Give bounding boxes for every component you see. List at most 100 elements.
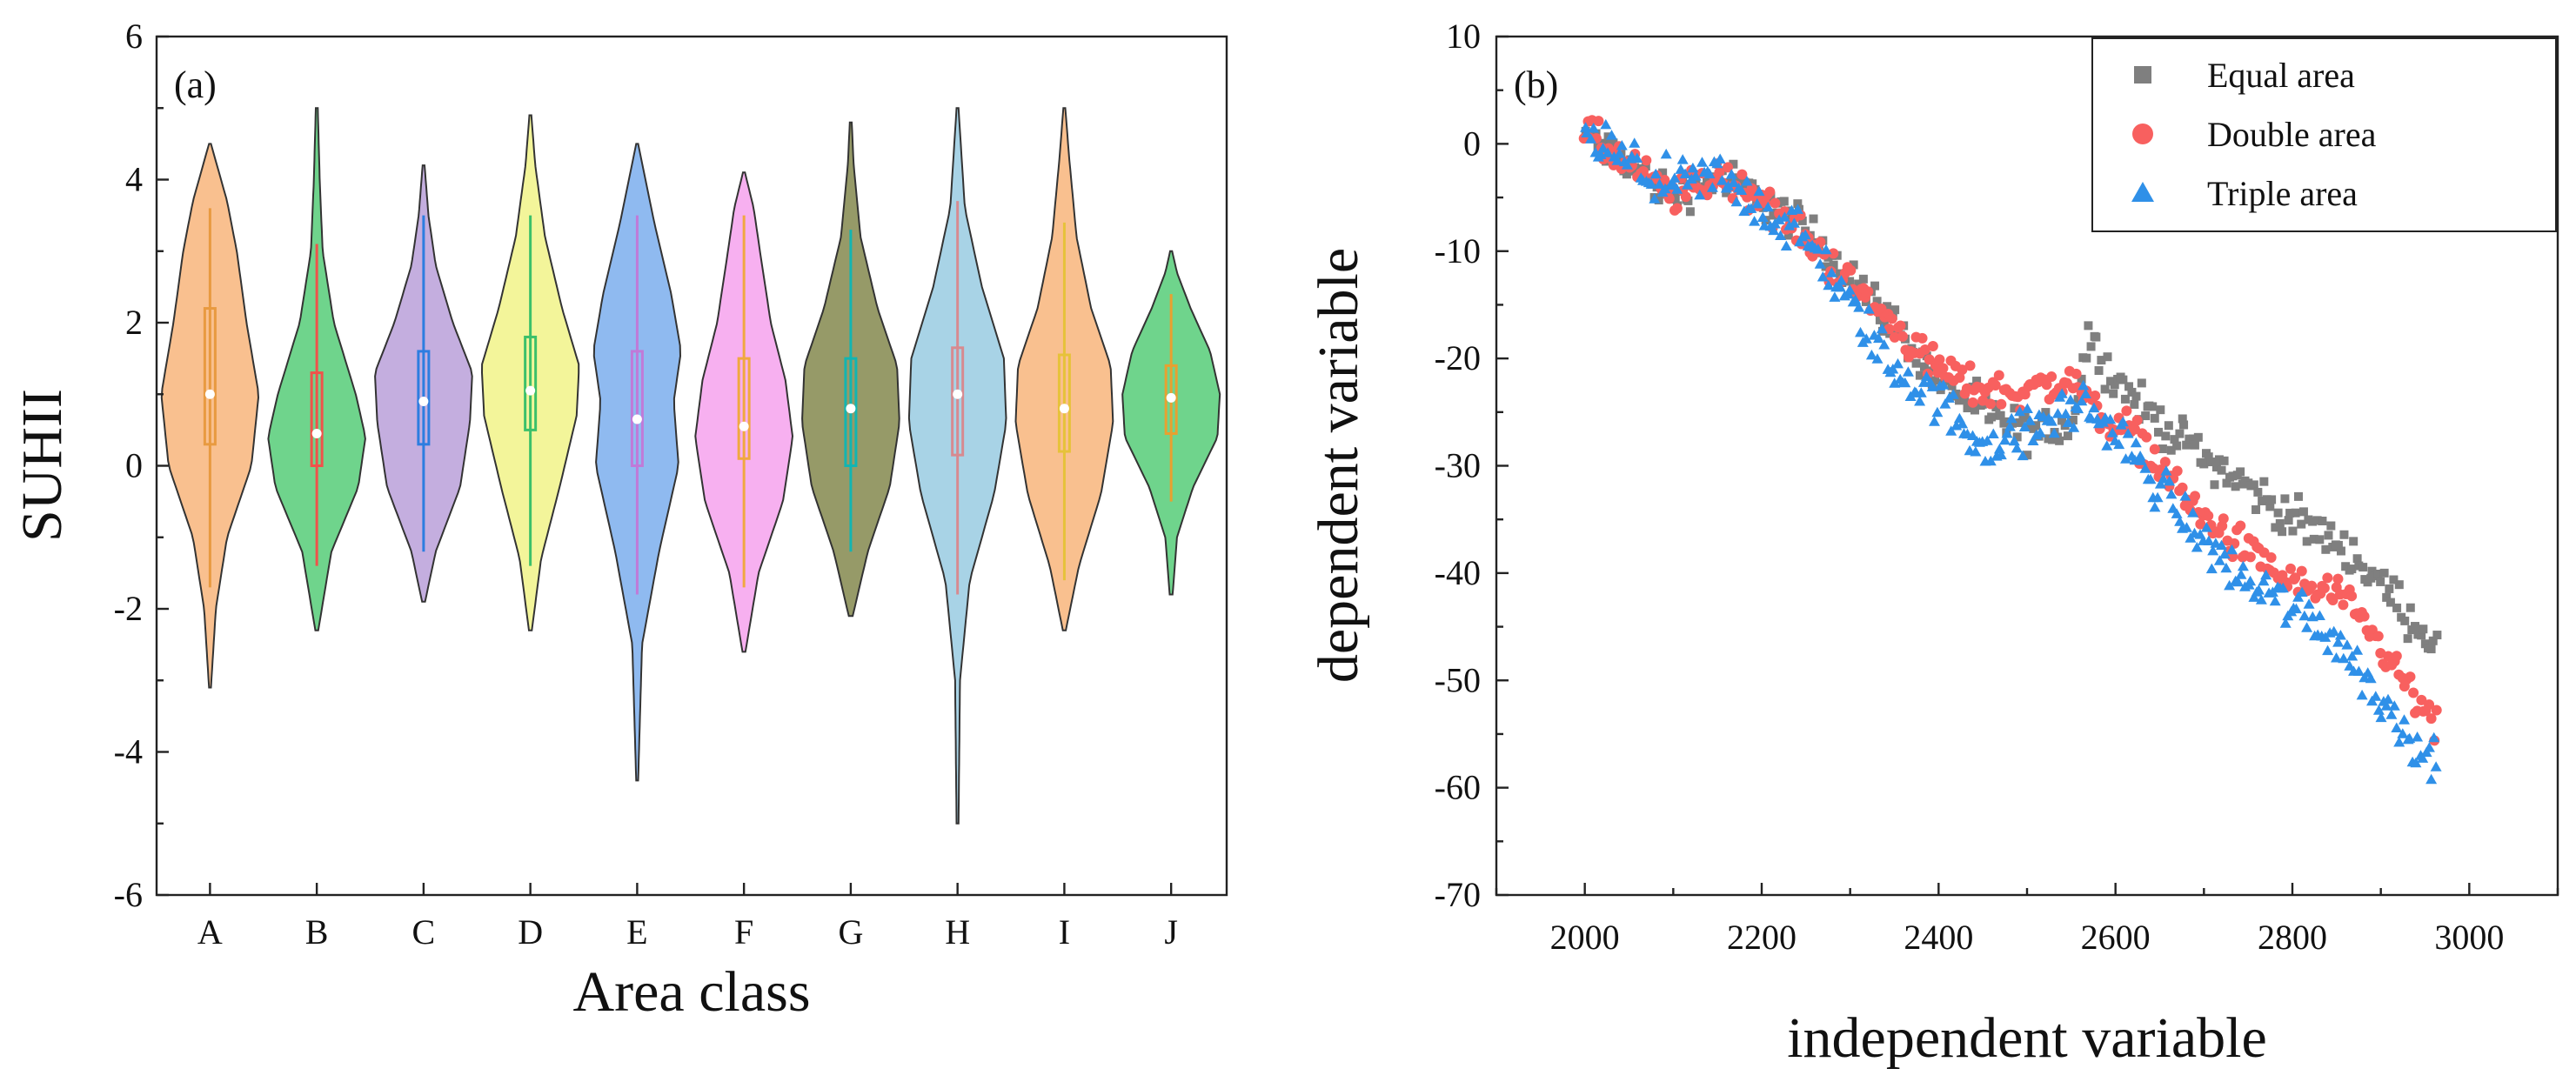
point: [1741, 184, 1750, 193]
point: [2086, 342, 2096, 351]
point: [2068, 422, 2080, 432]
point: [2120, 453, 2131, 464]
point: [2224, 579, 2236, 591]
point: [2017, 450, 2029, 461]
point: [2280, 494, 2290, 504]
point: [2154, 478, 2166, 489]
point: [2385, 598, 2395, 607]
point: [2417, 631, 2426, 640]
point: [2367, 566, 2377, 576]
point: [1879, 321, 1889, 331]
point: [2214, 455, 2224, 464]
point: [2324, 531, 2333, 540]
point: [1855, 326, 1866, 337]
point: [1964, 403, 1974, 412]
y-axis-title-b: dependent variable: [1307, 248, 1370, 683]
point: [1875, 315, 1884, 324]
point: [1845, 264, 1857, 276]
point: [2298, 507, 2308, 517]
point: [1981, 435, 1993, 445]
point: [1821, 262, 1830, 271]
point: [2008, 435, 2020, 446]
point: [2326, 521, 2336, 531]
point: [2382, 592, 2392, 602]
point: [1671, 203, 1683, 214]
point: [2179, 491, 2191, 501]
point: [2249, 480, 2258, 490]
point: [2001, 428, 2013, 438]
point: [2388, 700, 2400, 711]
x-tick-label-b: 2600: [2081, 918, 2151, 957]
point: [1937, 363, 1949, 374]
point: [2130, 437, 2142, 448]
point: [2260, 569, 2272, 580]
y-axis-title-a: SUHII: [10, 389, 74, 542]
point: [2312, 516, 2322, 525]
point: [1768, 224, 1780, 236]
point: [2267, 495, 2277, 504]
point: [1995, 449, 2007, 460]
point: [2160, 465, 2172, 476]
point: [1659, 183, 1671, 194]
point: [1987, 412, 1997, 422]
legend-marker-triangle: [2131, 182, 2154, 202]
point: [2397, 728, 2409, 738]
point: [1947, 381, 1957, 391]
point: [2079, 388, 2091, 398]
point: [2290, 572, 2301, 584]
point: [1930, 376, 1940, 385]
x-tick-label-b: 2400: [1904, 918, 1973, 957]
point: [2308, 517, 2318, 526]
point: [2426, 645, 2436, 654]
x-axis-title-b: independent variable: [1787, 1006, 2267, 1070]
point: [2352, 645, 2364, 655]
legend-label: Equal area: [2207, 56, 2355, 95]
point: [2258, 496, 2267, 505]
point: [2046, 371, 2057, 383]
point: [2253, 487, 2263, 497]
x-tick-label-a: B: [305, 912, 329, 952]
point: [1756, 211, 1769, 222]
point: [1970, 446, 1982, 457]
point: [1919, 344, 1930, 356]
point: [2338, 652, 2350, 664]
point: [2174, 516, 2186, 526]
y-tick-label-a: 0: [125, 446, 143, 485]
point: [1996, 398, 2007, 410]
point: [2428, 731, 2440, 743]
point: [2106, 427, 2118, 437]
point: [1680, 191, 1691, 203]
scatter-series: [1578, 115, 2442, 785]
point: [1843, 284, 1856, 295]
point: [1736, 184, 1748, 195]
box-J: [1164, 364, 1178, 435]
panel-label-b: (b): [1514, 63, 1558, 106]
x-tick-label-a: H: [945, 912, 970, 952]
point: [1863, 286, 1874, 297]
point: [1706, 182, 1718, 192]
point: [1682, 179, 1694, 190]
point: [2313, 610, 2325, 620]
point: [1593, 116, 1604, 127]
point: [1984, 455, 1997, 466]
point: [2376, 577, 2385, 586]
point: [2135, 455, 2147, 465]
point: [2318, 583, 2330, 594]
point: [2375, 711, 2387, 723]
point: [2318, 516, 2327, 525]
x-tick-label-a: G: [838, 912, 863, 952]
point: [1870, 281, 1880, 291]
point: [1883, 302, 1892, 311]
point: [2150, 413, 2159, 423]
point: [1927, 340, 1938, 351]
box-D: [524, 335, 538, 431]
point: [2296, 586, 2308, 597]
point: [1820, 244, 1832, 255]
median-A: [204, 389, 215, 399]
point: [2352, 554, 2362, 564]
point: [1783, 220, 1796, 230]
y-tick-label-b: -70: [1435, 875, 1481, 914]
point: [1694, 189, 1706, 200]
point: [2217, 465, 2226, 475]
point: [1845, 277, 1855, 286]
